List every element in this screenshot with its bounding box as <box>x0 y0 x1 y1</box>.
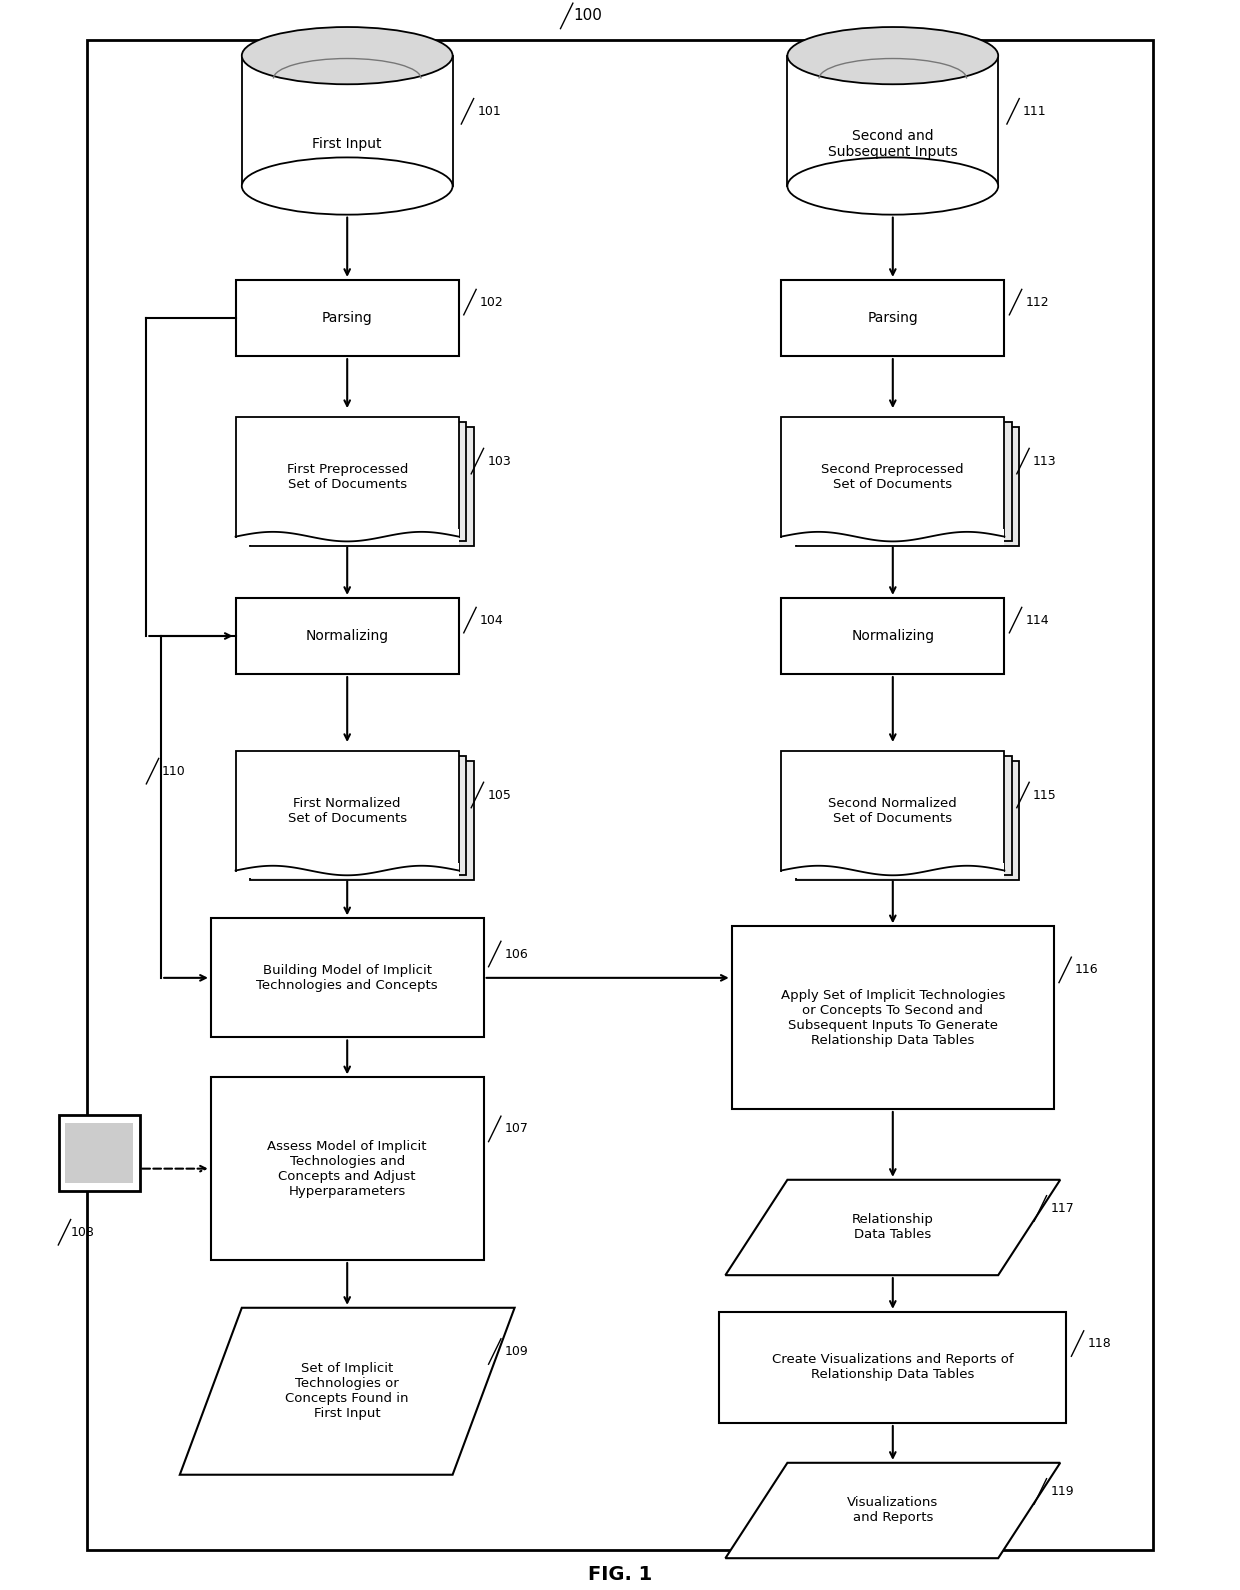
Text: FIG. 1: FIG. 1 <box>588 1565 652 1584</box>
Bar <box>211 1078 484 1259</box>
Bar <box>719 1312 1066 1423</box>
Bar <box>789 423 1012 542</box>
Text: First Input: First Input <box>312 137 382 151</box>
Bar <box>237 863 459 879</box>
Text: 105: 105 <box>487 789 511 801</box>
Text: 110: 110 <box>161 765 185 778</box>
Bar <box>782 863 1004 879</box>
Text: 119: 119 <box>1050 1485 1074 1498</box>
Bar <box>66 1123 134 1183</box>
Bar <box>211 919 484 1038</box>
Text: First Normalized
Set of Documents: First Normalized Set of Documents <box>288 797 407 825</box>
Bar <box>789 757 1012 874</box>
Text: 115: 115 <box>1033 789 1056 801</box>
Bar <box>782 529 1004 545</box>
Text: Second Preprocessed
Set of Documents: Second Preprocessed Set of Documents <box>821 463 965 491</box>
Ellipse shape <box>242 27 453 84</box>
Bar <box>236 752 459 871</box>
Bar <box>87 40 1153 1550</box>
Polygon shape <box>725 1463 1060 1558</box>
Text: Apply Set of Implicit Technologies
or Concepts To Second and
Subsequent Inputs T: Apply Set of Implicit Technologies or Co… <box>781 989 1004 1046</box>
Text: Normalizing: Normalizing <box>851 630 935 642</box>
Text: 109: 109 <box>505 1345 528 1358</box>
Bar <box>250 428 474 547</box>
Text: Visualizations
and Reports: Visualizations and Reports <box>847 1496 939 1525</box>
Bar <box>796 428 1019 547</box>
Text: Relationship
Data Tables: Relationship Data Tables <box>852 1213 934 1242</box>
Text: 113: 113 <box>1033 455 1056 467</box>
Bar <box>250 762 474 881</box>
Polygon shape <box>725 1180 1060 1275</box>
Bar <box>781 418 1004 537</box>
Bar <box>236 280 459 356</box>
Bar <box>732 927 1054 1110</box>
Text: 106: 106 <box>505 948 528 960</box>
Text: 107: 107 <box>505 1123 528 1135</box>
Text: 118: 118 <box>1087 1337 1111 1350</box>
Text: 100: 100 <box>573 8 601 24</box>
Ellipse shape <box>787 27 998 84</box>
Bar <box>243 423 466 542</box>
Text: Normalizing: Normalizing <box>305 630 389 642</box>
Bar <box>60 1115 140 1191</box>
Text: 101: 101 <box>477 105 501 118</box>
Text: Parsing: Parsing <box>868 312 918 324</box>
Bar <box>236 598 459 674</box>
Bar <box>781 280 1004 356</box>
Text: 117: 117 <box>1050 1202 1074 1215</box>
Text: 114: 114 <box>1025 614 1049 626</box>
Bar <box>781 752 1004 871</box>
Text: Assess Model of Implicit
Technologies and
Concepts and Adjust
Hyperparameters: Assess Model of Implicit Technologies an… <box>268 1140 427 1197</box>
Text: Building Model of Implicit
Technologies and Concepts: Building Model of Implicit Technologies … <box>257 964 438 992</box>
Text: First Preprocessed
Set of Documents: First Preprocessed Set of Documents <box>286 463 408 491</box>
Ellipse shape <box>787 157 998 215</box>
Text: 116: 116 <box>1075 964 1099 976</box>
Bar <box>781 598 1004 674</box>
Text: 104: 104 <box>480 614 503 626</box>
Text: Set of Implicit
Technologies or
Concepts Found in
First Input: Set of Implicit Technologies or Concepts… <box>285 1363 409 1420</box>
Text: 111: 111 <box>1023 105 1047 118</box>
Text: Second Normalized
Set of Documents: Second Normalized Set of Documents <box>828 797 957 825</box>
Polygon shape <box>180 1307 515 1476</box>
Bar <box>243 757 466 874</box>
Text: 102: 102 <box>480 296 503 308</box>
Ellipse shape <box>242 157 453 215</box>
Text: Create Visualizations and Reports of
Relationship Data Tables: Create Visualizations and Reports of Rel… <box>773 1353 1013 1382</box>
Bar <box>787 56 998 186</box>
Text: 112: 112 <box>1025 296 1049 308</box>
Bar <box>796 762 1019 881</box>
Bar <box>242 56 453 186</box>
Text: 108: 108 <box>71 1226 94 1239</box>
Bar <box>236 418 459 537</box>
Text: Second and
Subsequent Inputs: Second and Subsequent Inputs <box>828 129 957 159</box>
Text: 103: 103 <box>487 455 511 467</box>
Text: Parsing: Parsing <box>322 312 372 324</box>
Bar <box>237 529 459 545</box>
